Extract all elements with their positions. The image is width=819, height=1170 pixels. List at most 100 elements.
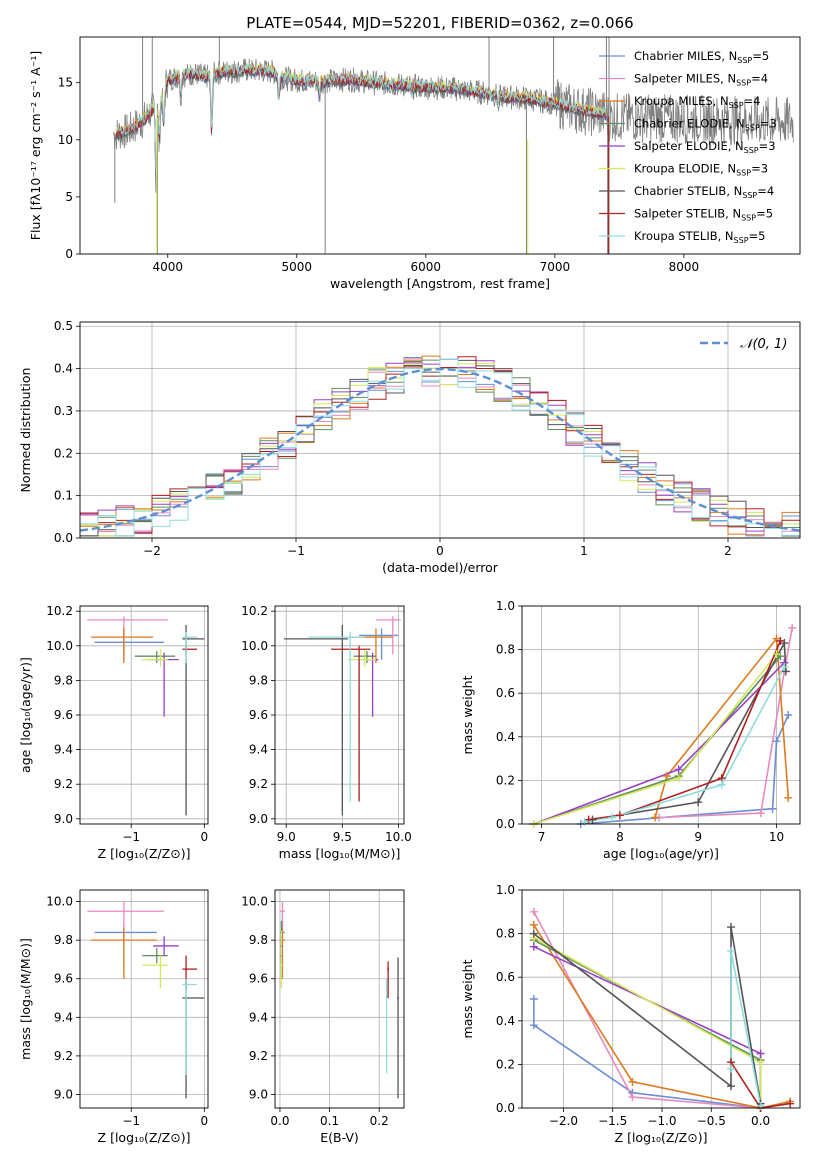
weight-marker bbox=[529, 1021, 538, 1030]
axes-frame bbox=[274, 605, 405, 825]
legend-label: Salpeter ELODIE, NSSP=3 bbox=[634, 139, 776, 155]
weight-marker bbox=[529, 942, 538, 951]
y-tick-label: 0.8 bbox=[496, 927, 515, 941]
x-tick-label: 0.0 bbox=[751, 1114, 770, 1128]
spectrum-panel: 4000 5000 6000 7000 8000 0 5 10 15 wavelength [An… bbox=[28, 36, 801, 291]
legend-label: Salpeter MILES, NSSP=4 bbox=[634, 72, 768, 88]
x-tick-label: 5000 bbox=[282, 260, 313, 274]
y-tick-label: 0.4 bbox=[54, 362, 73, 376]
y-tick-label: 9.2 bbox=[249, 1049, 268, 1063]
weight-marker bbox=[784, 711, 793, 719]
y-tick-label: 0.8 bbox=[496, 643, 515, 657]
massweight_vs_age-panel: 7 8 9 10 0.0 0.2 0.4 0.6 0.8 1.0 age [log₁₀(age/yr… bbox=[460, 599, 801, 861]
y-tick-label: 10.0 bbox=[241, 639, 268, 653]
y-axis-label: Flux [fλ10⁻¹⁷ erg cm⁻² s⁻¹ A⁻¹] bbox=[28, 51, 43, 240]
residual_hist-plot-area bbox=[80, 322, 800, 538]
legend-label: Kroupa MILES, NSSP=4 bbox=[634, 94, 760, 110]
weight-line-5 bbox=[533, 653, 778, 824]
weight-line-2 bbox=[654, 636, 790, 818]
y-tick-label: 0.0 bbox=[54, 531, 73, 545]
x-tick-label: 10 bbox=[769, 830, 784, 844]
weight-marker bbox=[756, 1101, 765, 1110]
x-tick-label: 8000 bbox=[669, 260, 700, 274]
y-tick-label: 9.6 bbox=[249, 972, 268, 986]
age_vs_Z-panel: −1 0 9.0 9.2 9.4 9.6 9.8 10.0 10.2 Z [log₁₀(Z/Z⊙)… bbox=[18, 604, 209, 861]
x-axis-label: (data-model)/error bbox=[382, 560, 499, 575]
weight-marker bbox=[529, 995, 538, 1003]
weight-marker bbox=[628, 1093, 637, 1102]
weight-marker bbox=[651, 813, 660, 822]
y-tick-label: 0 bbox=[65, 247, 73, 261]
weight-marker bbox=[784, 793, 793, 802]
y-tick-label: 9.2 bbox=[54, 1049, 73, 1063]
x-axis-label: E(B-V) bbox=[320, 1130, 359, 1145]
y-tick-label: 9.4 bbox=[54, 743, 73, 757]
axes-frame bbox=[274, 889, 405, 1109]
weight-marker bbox=[717, 780, 726, 789]
massweight_vs_Z-panel: −2.0 −1.5 −1.0 −0.5 0.0 0.0 0.2 0.4 0.6 0.8 1.0 Z [… bbox=[460, 883, 801, 1145]
weight-line-7 bbox=[588, 640, 782, 821]
x-tick-label: 7000 bbox=[540, 260, 571, 274]
x-axis-label: Z [log₁₀(Z/Z⊙)] bbox=[615, 1130, 708, 1145]
axes-frame bbox=[79, 321, 801, 539]
y-axis-label: mass weight bbox=[460, 959, 475, 1038]
y-tick-label: 9.8 bbox=[54, 673, 73, 687]
y-tick-label: 9.4 bbox=[249, 743, 268, 757]
model-spectrum-8 bbox=[116, 62, 607, 178]
x-tick-label: 2 bbox=[724, 544, 732, 558]
spectrum-legend: Chabrier MILES, NSSP=5 Salpeter MILES, NS… bbox=[599, 49, 777, 245]
y-tick-label: 9.2 bbox=[54, 777, 73, 791]
weight-marker bbox=[756, 1049, 765, 1058]
weight-marker bbox=[768, 804, 777, 813]
mass_vs_EBV-plot-area bbox=[275, 890, 404, 1108]
y-tick-label: 1.0 bbox=[496, 883, 515, 897]
x-tick-label: −1 bbox=[287, 544, 305, 558]
x-tick-label: 4000 bbox=[152, 260, 183, 274]
y-tick-label: 0.0 bbox=[496, 1101, 515, 1115]
x-tick-label: 6000 bbox=[411, 260, 442, 274]
axes-frame bbox=[79, 36, 801, 255]
y-tick-label: 0.1 bbox=[54, 489, 73, 503]
weight-line-6 bbox=[533, 926, 762, 1104]
y-tick-label: 0.2 bbox=[54, 446, 73, 460]
y-tick-label: 9.4 bbox=[249, 1010, 268, 1024]
x-tick-label: 9.0 bbox=[277, 830, 296, 844]
residual_hist-panel: −2 −1 0 1 2 0.0 0.1 0.2 0.3 0.4 0.5 (data-model)/er… bbox=[18, 319, 801, 575]
weight-line-1 bbox=[658, 627, 793, 819]
y-tick-label: 10.2 bbox=[46, 604, 73, 618]
mass_vs_EBV-panel: 0.0 0.1 0.2 9.0 9.2 9.4 9.6 9.8 10.0 E(B-V) bbox=[241, 889, 405, 1145]
y-tick-label: 10.0 bbox=[46, 639, 73, 653]
weight-line-8 bbox=[584, 666, 786, 823]
weight-line-6 bbox=[592, 640, 787, 821]
y-tick-label: 10.0 bbox=[241, 895, 268, 909]
x-tick-label: −0.5 bbox=[697, 1114, 726, 1128]
age_vs_mass-panel: 9.0 9.5 10.0 9.0 9.2 9.4 9.6 9.8 10.0 10.2 mass [l… bbox=[241, 604, 411, 861]
y-tick-label: 9.4 bbox=[54, 1010, 73, 1024]
weight-marker bbox=[674, 774, 683, 783]
weight-line-2 bbox=[533, 924, 791, 1108]
x-tick-label: −1 bbox=[122, 1114, 140, 1128]
y-tick-label: 0.2 bbox=[496, 773, 515, 787]
x-axis-label: Z [log₁₀(Z/Z⊙)] bbox=[98, 846, 191, 861]
y-tick-label: 9.0 bbox=[54, 1087, 73, 1101]
x-tick-label: 0.0 bbox=[270, 1114, 289, 1128]
y-tick-label: 9.6 bbox=[54, 708, 73, 722]
y-tick-label: 5 bbox=[65, 190, 73, 204]
age_vs_mass-plot-area bbox=[275, 606, 404, 824]
mass_vs_Z-panel: −1 0 9.0 9.2 9.4 9.6 9.8 10.0 Z [log₁₀(Z/Z⊙)] mas… bbox=[18, 889, 209, 1145]
weight-line-4 bbox=[533, 662, 785, 824]
y-tick-label: 9.2 bbox=[249, 777, 268, 791]
axes-frame bbox=[521, 605, 801, 825]
y-tick-label: 0.6 bbox=[496, 686, 515, 700]
x-axis-label: wavelength [Angstrom, rest frame] bbox=[330, 276, 550, 291]
y-tick-label: 1.0 bbox=[496, 599, 515, 613]
x-tick-label: 0 bbox=[201, 830, 209, 844]
weight-marker bbox=[674, 765, 683, 774]
x-axis-label: age [log₁₀(age/yr)] bbox=[603, 846, 719, 861]
model-spectrum-7 bbox=[115, 64, 607, 174]
age_vs_Z-plot-area bbox=[80, 606, 208, 824]
y-axis-label: age [log₁₀(age/yr)] bbox=[18, 657, 33, 773]
weight-marker bbox=[776, 636, 785, 645]
x-axis-label: mass [log₁₀(M/M⊙)] bbox=[279, 846, 401, 861]
weight-marker bbox=[580, 817, 589, 826]
